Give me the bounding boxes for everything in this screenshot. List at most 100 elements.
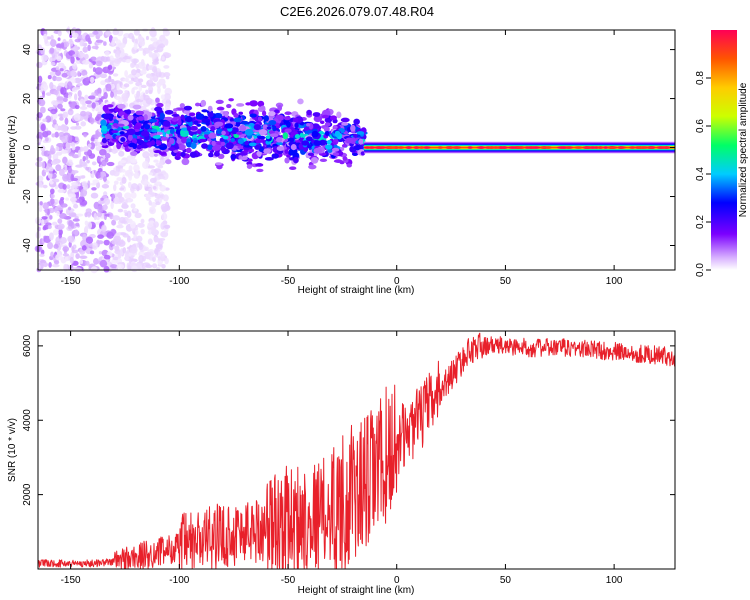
spectrogram-cell bbox=[127, 134, 133, 141]
spectrogram-cell bbox=[476, 146, 486, 149]
spectrogram-cell bbox=[193, 120, 199, 125]
spectrogram-cell bbox=[110, 201, 114, 210]
spectrogram-cell bbox=[72, 86, 81, 90]
spectrogram-cell bbox=[189, 151, 197, 158]
spectrogram-cell bbox=[336, 111, 342, 119]
spectrogram-cell bbox=[77, 51, 84, 59]
spectrogram-cell bbox=[84, 150, 92, 156]
spectrogram-cell bbox=[71, 177, 79, 182]
spectrogram-cell bbox=[95, 216, 100, 221]
spectrogram-cell bbox=[202, 115, 209, 119]
spectrogram-cell bbox=[77, 90, 82, 98]
spectrogram-cell bbox=[303, 146, 309, 152]
spectrogram-cell bbox=[249, 113, 257, 118]
spectrogram-cell bbox=[89, 250, 95, 255]
spectrogram-cell bbox=[126, 210, 132, 218]
spectrogram-cell bbox=[165, 152, 171, 158]
spectrogram-cell bbox=[44, 209, 48, 213]
spectrogram-cell bbox=[113, 197, 120, 205]
colorbar-label: Normalized spectral amplitude bbox=[738, 82, 749, 217]
snr-x-tick-label: -100 bbox=[169, 575, 189, 586]
spectrogram-cell bbox=[118, 196, 125, 203]
spectrogram-cell bbox=[61, 72, 68, 78]
spectrogram-cell bbox=[82, 233, 87, 242]
spectrogram-cell bbox=[274, 109, 279, 113]
spectrogram-cell bbox=[91, 161, 97, 166]
spectrogram-cell bbox=[190, 125, 198, 131]
spectrogram-cell bbox=[230, 153, 237, 160]
spectrogram-cell bbox=[189, 112, 196, 117]
spectrogram-cell bbox=[95, 60, 103, 67]
snr-background bbox=[38, 331, 675, 569]
spectrogram-cell bbox=[62, 246, 70, 252]
spectrogram-cell bbox=[129, 246, 138, 254]
spectrogram-cell bbox=[56, 55, 62, 62]
spectrogram-cell bbox=[342, 156, 348, 161]
spectrogram-cell bbox=[67, 166, 72, 174]
spectrogram-cell bbox=[160, 203, 168, 211]
spectrogram-cell bbox=[163, 224, 171, 229]
spectrogram-cell bbox=[132, 104, 142, 110]
spectrogram-cell bbox=[67, 91, 73, 96]
spectrogram-cell bbox=[143, 114, 148, 121]
spectrogram-cell bbox=[96, 113, 103, 120]
spectrogram-cell bbox=[111, 193, 116, 200]
spectrogram-cell bbox=[103, 91, 108, 100]
spectrogram-cell bbox=[332, 152, 340, 157]
spectrogram-cell bbox=[161, 212, 168, 221]
spectrogram-cell bbox=[71, 189, 79, 193]
spectrogram-cell bbox=[113, 27, 118, 34]
spectrogram-cell bbox=[110, 264, 118, 269]
spectrogram-cell bbox=[216, 106, 225, 111]
spectrogram-cell bbox=[130, 62, 135, 69]
spectrogram-cell bbox=[419, 146, 425, 149]
spectrogram-cell bbox=[236, 131, 243, 135]
spectrogram-cell bbox=[73, 113, 81, 122]
spectrogram-cell bbox=[445, 146, 451, 149]
spectrogram-cell bbox=[262, 124, 268, 130]
spectrogram-cell bbox=[71, 182, 79, 186]
spectrogram-cell bbox=[135, 63, 139, 69]
spectrogram-cell bbox=[41, 161, 46, 169]
spectrogram-cell bbox=[113, 235, 122, 243]
spectrogram-cell bbox=[213, 112, 223, 119]
spectrogram-cell bbox=[122, 247, 127, 254]
spectrogram-cell bbox=[36, 61, 43, 69]
spectrogram-cell bbox=[237, 138, 244, 145]
spectrogram-cell bbox=[282, 132, 289, 140]
spectrogram-cell bbox=[104, 78, 112, 83]
spectrogram-cell bbox=[145, 35, 149, 41]
spectrogram-cell bbox=[374, 146, 383, 149]
spectrogram-cell bbox=[261, 110, 267, 117]
spectrogram-cell bbox=[215, 162, 223, 166]
spectrogram-cell bbox=[387, 146, 396, 149]
spectrogram-cell bbox=[73, 203, 79, 209]
spectrogram-cell bbox=[85, 76, 91, 82]
spectrogram-cell bbox=[36, 156, 43, 162]
spectrogram-cell bbox=[153, 153, 158, 157]
spectrogram-cell bbox=[74, 38, 82, 43]
spectrogram-cell bbox=[156, 266, 160, 270]
spectrogram-cell bbox=[130, 192, 137, 199]
spectrogram-cell bbox=[257, 150, 262, 158]
spectrogram-cell bbox=[340, 117, 350, 123]
spectrogram-x-tick-label: -100 bbox=[169, 276, 189, 287]
spectrogram-cell bbox=[131, 138, 138, 145]
snr-x-tick-label: -50 bbox=[281, 575, 296, 586]
spectrogram-cell bbox=[200, 99, 207, 107]
spectrogram-cell bbox=[120, 232, 127, 236]
spectrogram-cell bbox=[257, 135, 266, 140]
spectrogram-cell bbox=[95, 172, 102, 179]
spectrogram-x-ticks: -150 -100 -50 0 50 100 bbox=[61, 30, 623, 287]
spectrogram-cell bbox=[35, 161, 44, 168]
spectrogram-cell bbox=[103, 197, 111, 206]
spectrogram-cell bbox=[92, 242, 98, 250]
spectrogram-cell bbox=[174, 126, 181, 130]
spectrogram-cell bbox=[42, 118, 47, 123]
spectrogram-cell bbox=[185, 147, 192, 153]
spectrogram-cell bbox=[352, 146, 362, 150]
spectrogram-cell bbox=[163, 65, 170, 69]
spectrogram-cell bbox=[77, 70, 81, 77]
spectrogram-cell bbox=[47, 241, 54, 250]
spectrogram-cell bbox=[130, 203, 136, 209]
